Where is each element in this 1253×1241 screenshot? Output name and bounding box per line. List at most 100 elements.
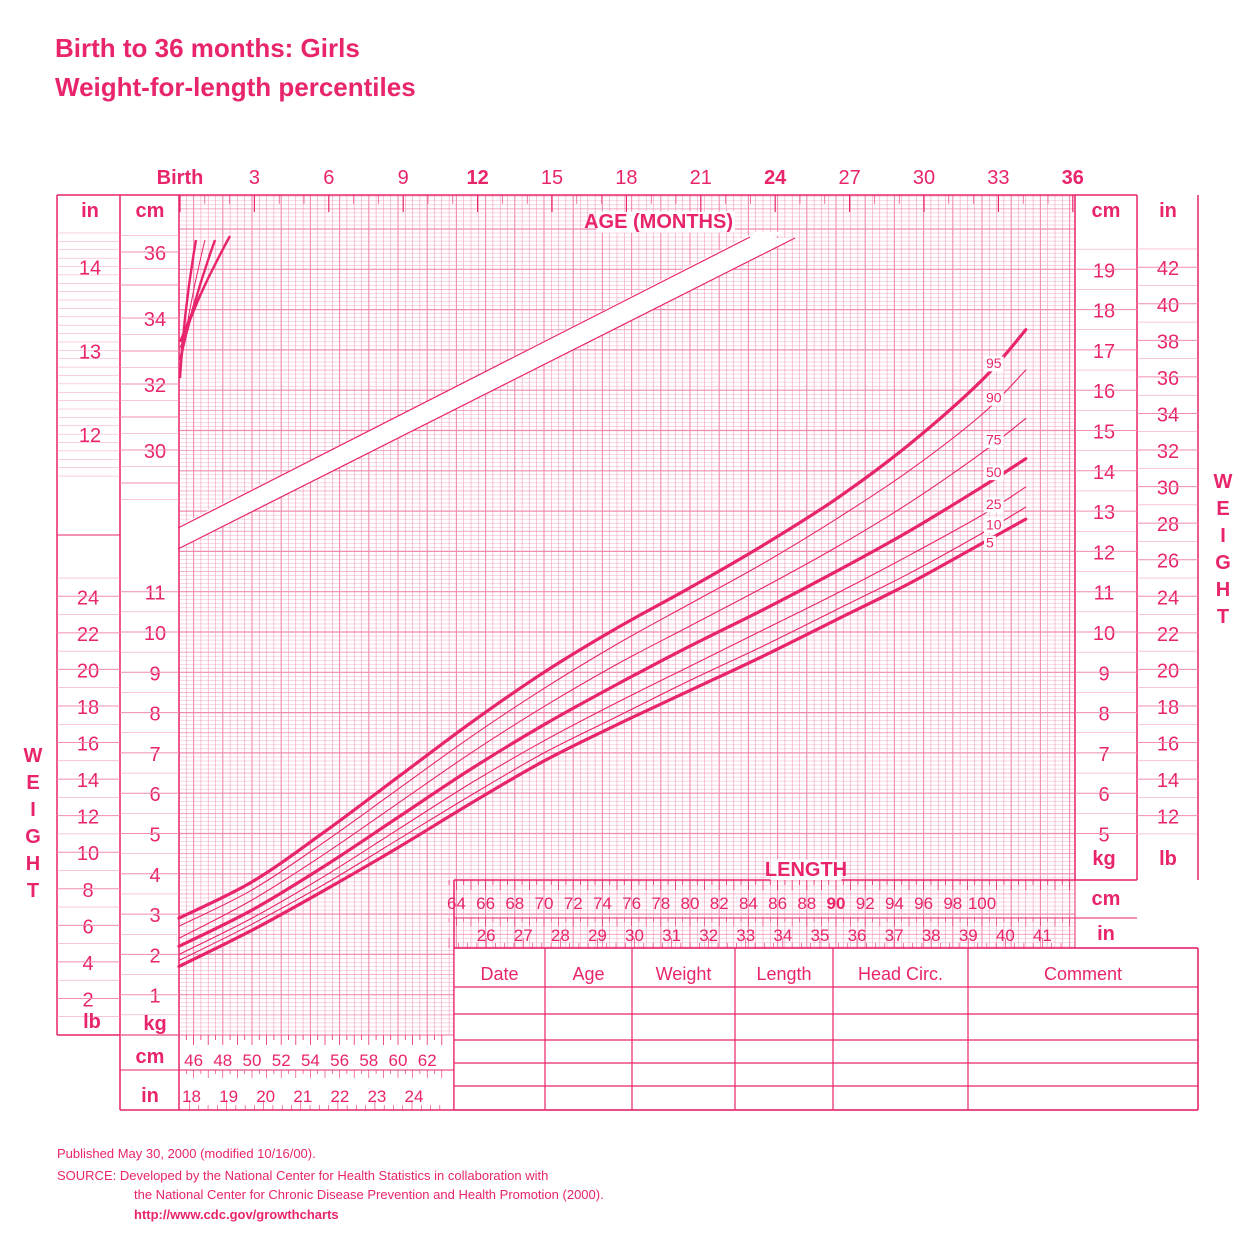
percentile-label: 50 [986,464,1002,480]
kg-tick-label-right: 8 [1098,704,1109,726]
length-cm-tick-label: 54 [301,1051,320,1070]
percentile-curve-75 [178,417,1027,939]
label-background [74,661,102,683]
label-background [984,497,1004,513]
length-cm-tick-label: 66 [476,894,495,913]
kg-tick-label-left: 10 [144,623,166,645]
lb-tick-label-right: 22 [1157,624,1179,646]
length-cm-tick-label: 82 [710,894,729,913]
length-in-tick-label: 30 [625,926,644,945]
kg-tick-label-right: 17 [1093,341,1115,363]
label-background [1154,514,1182,536]
label-background [1154,331,1182,353]
age-tick-label: 33 [987,167,1009,189]
length-in-tick-label: 31 [662,926,681,945]
length-in-tick-label: 26 [477,926,496,945]
head-cm-unit: cm [136,200,165,222]
lb-tick-label-left: 22 [77,624,99,646]
percentile-curve-50 [177,457,1028,948]
percentile-label: 25 [986,496,1002,512]
weight-axis-label-letter: G [25,826,41,848]
label-background [1154,478,1182,500]
label-background [1154,807,1182,829]
record-table-header: Weight [656,964,712,984]
length-cm-tick-label: 100 [968,894,996,913]
kg-tick-label-right: 5 [1098,825,1109,847]
label-background [984,517,1004,533]
lb-tick-label-right: 32 [1157,441,1179,463]
kg-tick-label-right: 11 [1094,583,1115,605]
percentile-curve-90 [178,369,1027,927]
kg-tick-label-right: 12 [1093,542,1115,564]
kg-unit-label-left: kg [143,1013,166,1035]
length-cm-tick-label: 64 [447,894,466,913]
label-background [1154,258,1182,280]
kg-tick-label-left: 8 [149,704,160,726]
length-cm-tick-label: 46 [184,1051,203,1070]
label-background [147,744,163,766]
length-in-tick-label: 33 [736,926,755,945]
kg-unit-label-right: kg [1092,848,1115,870]
length-cm-tick-label: 62 [418,1051,437,1070]
length-in-tick-label: 32 [699,926,718,945]
length-cm-unit-right: cm [1092,888,1121,910]
head-in-tick-label: 13 [79,341,101,363]
length-in-tick-label: 21 [293,1087,312,1106]
length-cm-tick-label: 52 [272,1051,291,1070]
length-cm-tick-label: 48 [213,1051,232,1070]
length-axis-label: LENGTH [765,859,847,881]
weight-axis-label-letter: G [1215,552,1231,574]
length-cm-tick-label: 70 [535,894,554,913]
label-background [984,356,1004,372]
length-cm-tick-label: 78 [651,894,670,913]
head-circ-curve [178,235,232,343]
age-tick-label: 15 [541,167,563,189]
kg-tick-label-right: 18 [1093,301,1115,323]
label-background [147,704,163,726]
lb-tick-label-right: 20 [1157,660,1179,682]
lb-tick-label-right: 28 [1157,514,1179,536]
percentile-curve-10 [178,506,1027,961]
length-cm-tick-label: 90 [827,894,846,913]
weight-axis-label-letter: I [30,799,36,821]
label-background [1154,770,1182,792]
lb-tick-label-right: 34 [1157,404,1179,426]
label-background [1090,583,1118,605]
kg-tick-label-right: 16 [1093,381,1115,403]
label-background [76,425,104,447]
record-table-background [454,948,1198,1110]
head-cm-unit-right: cm [1092,200,1121,222]
label-background [80,953,96,975]
record-table-header: Age [572,964,604,984]
length-in-tick-label: 40 [996,926,1015,945]
label-background [1090,260,1118,282]
age-tick-label: 30 [913,167,935,189]
lb-tick-label-right: 30 [1157,478,1179,500]
head-circ-curve [179,239,206,373]
weight-axis-label-letter: E [1216,498,1229,520]
label-background [147,905,163,927]
age-tick-label: 18 [615,167,637,189]
kg-tick-label-right: 14 [1093,462,1115,484]
kg-tick-label-right: 9 [1098,663,1109,685]
kg-tick-label-left: 1 [149,986,160,1008]
kg-tick-label-left: 11 [145,583,166,605]
label-background [147,663,163,685]
lb-tick-label-left: 14 [77,770,99,792]
label-background [1154,587,1182,609]
length-cm-tick-label: 58 [359,1051,378,1070]
label-background [141,375,169,397]
length-cm-tick-label: 74 [593,894,612,913]
chart-title-line1: Birth to 36 months: Girls [55,33,360,63]
percentile-curve-25 [178,486,1027,955]
lb-tick-label-left: 8 [82,880,93,902]
length-in-tick-label: 28 [551,926,570,945]
length-cm-tick-label: 98 [943,894,962,913]
source-line1: SOURCE: Developed by the National Center… [57,1168,549,1183]
length-in-tick-label: 35 [810,926,829,945]
length-in-tick-label: 34 [773,926,792,945]
length-cm-tick-label: 68 [505,894,524,913]
label-background [147,865,163,887]
kg-tick-label-left: 6 [149,784,160,806]
length-cm-tick-label: 92 [856,894,875,913]
